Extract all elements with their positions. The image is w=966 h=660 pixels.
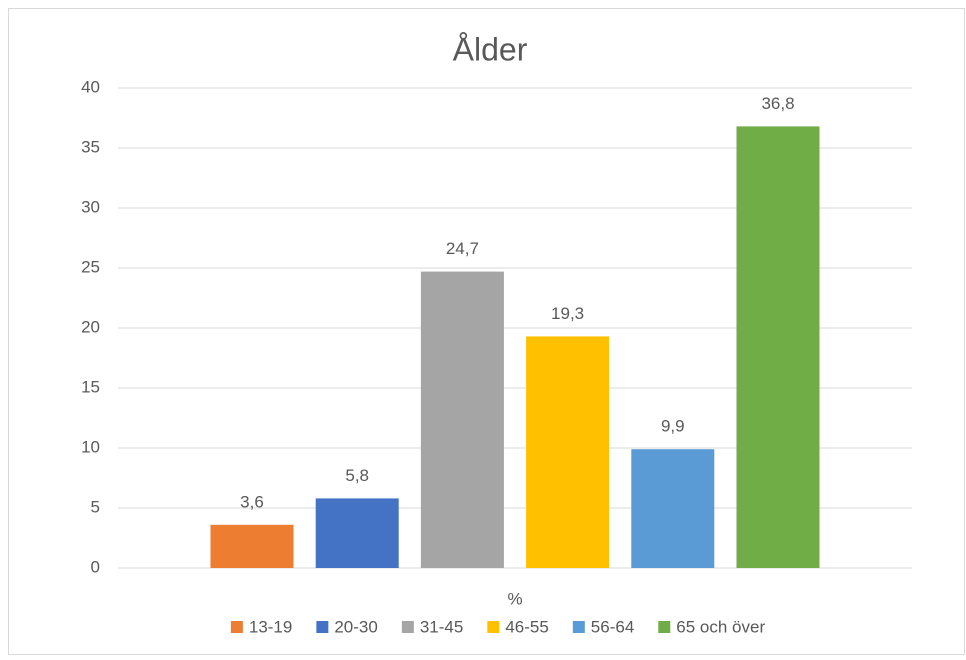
bar bbox=[631, 449, 715, 568]
legend-swatch bbox=[487, 621, 500, 633]
y-tick-label: 40 bbox=[81, 77, 100, 96]
y-tick-label: 25 bbox=[81, 257, 100, 276]
data-label: 19,3 bbox=[551, 304, 584, 323]
y-tick-label: 5 bbox=[91, 497, 100, 516]
bar bbox=[420, 271, 504, 568]
legend-label: 56-64 bbox=[591, 617, 634, 636]
x-tick-label: % bbox=[507, 589, 522, 608]
bar bbox=[526, 336, 610, 568]
bar bbox=[736, 126, 820, 569]
legend-label: 13-19 bbox=[249, 617, 292, 636]
data-label: 9,9 bbox=[661, 417, 685, 436]
legend-swatch bbox=[230, 621, 243, 633]
legend-swatch bbox=[401, 621, 414, 633]
legend-swatch bbox=[572, 621, 585, 633]
y-tick-label: 20 bbox=[81, 317, 100, 336]
data-label: 5,8 bbox=[345, 466, 369, 485]
legend-label: 65 och över bbox=[676, 617, 765, 636]
y-tick-label: 0 bbox=[91, 557, 100, 576]
y-tick-label: 10 bbox=[81, 437, 100, 456]
data-label: 3,6 bbox=[240, 492, 264, 511]
chart-title: Ålder bbox=[453, 31, 528, 67]
data-label: 24,7 bbox=[446, 239, 479, 258]
bar bbox=[315, 498, 399, 568]
legend-label: 46-55 bbox=[505, 617, 548, 636]
legend-swatch bbox=[316, 621, 329, 633]
y-tick-label: 30 bbox=[81, 197, 100, 216]
legend-label: 20-30 bbox=[334, 617, 377, 636]
legend-label: 31-45 bbox=[420, 617, 463, 636]
y-tick-label: 15 bbox=[81, 377, 100, 396]
legend-swatch bbox=[658, 621, 671, 633]
y-tick-label: 35 bbox=[81, 137, 100, 156]
bar bbox=[210, 524, 294, 568]
data-label: 36,8 bbox=[761, 94, 794, 113]
